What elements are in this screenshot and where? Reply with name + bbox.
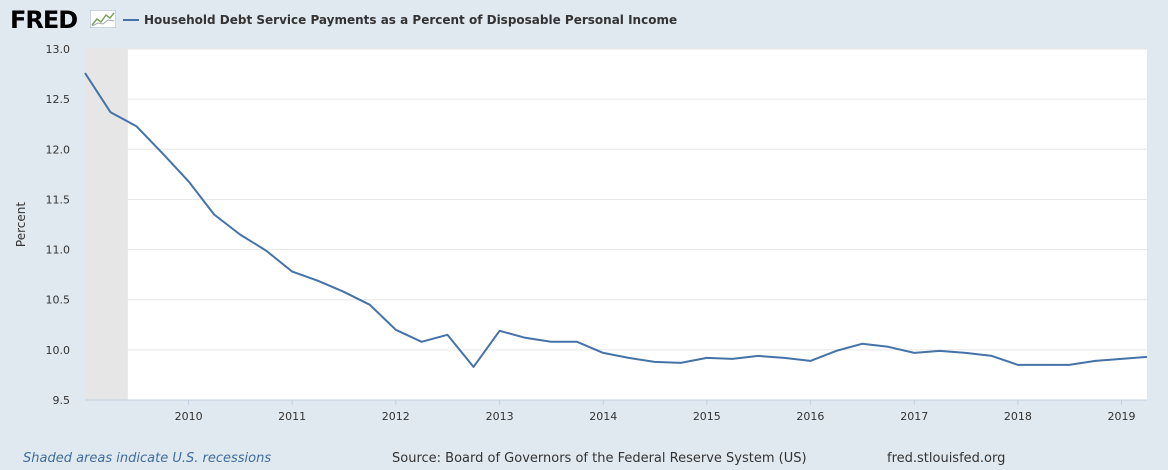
data-point — [265, 250, 267, 252]
data-point — [1094, 360, 1096, 362]
x-tick-label: 2016 — [796, 410, 824, 423]
legend-label: Household Debt Service Payments as a Per… — [144, 13, 678, 27]
data-point — [939, 350, 941, 352]
data-point — [680, 362, 682, 364]
data-point — [965, 352, 967, 354]
chart-legend[interactable]: Household Debt Service Payments as a Per… — [123, 12, 677, 28]
data-point — [1017, 364, 1019, 366]
data-point — [783, 357, 785, 359]
legend-line-swatch — [123, 19, 139, 21]
data-point — [1146, 356, 1148, 358]
data-point — [757, 355, 759, 357]
data-point — [291, 271, 293, 273]
data-point — [991, 355, 993, 357]
fred-graph-icon — [90, 10, 116, 28]
data-point — [809, 360, 811, 362]
recession-shading — [85, 49, 128, 400]
data-point — [369, 304, 371, 306]
y-tick-label: 11.5 — [46, 193, 71, 206]
data-point — [628, 357, 630, 359]
fred-logo[interactable]: FRED — [10, 6, 78, 34]
x-tick-label: 2018 — [1004, 410, 1032, 423]
data-point — [1042, 364, 1044, 366]
y-tick-label: 9.5 — [53, 394, 71, 407]
data-point — [84, 72, 86, 74]
data-point — [213, 213, 215, 215]
data-point — [1068, 364, 1070, 366]
line-chart[interactable]: 9.5 10.0 10.5 11.0 11.5 12.0 12.5 13.0 2010 2011 2… — [0, 0, 1168, 450]
data-point — [654, 361, 656, 363]
data-point — [731, 358, 733, 360]
data-point — [473, 366, 475, 368]
source-note: Source: Board of Governors of the Federa… — [392, 451, 807, 466]
x-tick-label: 2013 — [486, 410, 514, 423]
x-tick-label: 2014 — [589, 410, 617, 423]
y-tick-label: 12.0 — [46, 143, 71, 156]
y-tick-label: 11.0 — [46, 244, 71, 257]
x-tick-label: 2017 — [900, 410, 928, 423]
data-point — [1120, 358, 1122, 360]
data-point — [343, 291, 345, 293]
data-point — [550, 341, 552, 343]
data-point — [499, 330, 501, 332]
data-point — [524, 337, 526, 339]
series-line — [84, 72, 1148, 368]
x-tick-label: 2012 — [382, 410, 410, 423]
data-point — [239, 234, 241, 236]
chart-header: FRED Household Debt Service Payments as … — [0, 0, 1168, 44]
site-link[interactable]: fred.stlouisfed.org — [887, 451, 1006, 466]
data-point — [835, 350, 837, 352]
data-point — [395, 329, 397, 331]
data-point — [602, 352, 604, 354]
x-tick-label: 2010 — [175, 410, 203, 423]
data-point — [913, 352, 915, 354]
y-tick-label: 10.5 — [46, 294, 71, 307]
data-point — [110, 111, 112, 113]
x-tick-label: 2019 — [1107, 410, 1135, 423]
data-point — [706, 357, 708, 359]
y-tick-label: 10.0 — [46, 344, 71, 357]
recession-note[interactable]: Shaded areas indicate U.S. recessions — [23, 451, 272, 466]
data-point — [135, 125, 137, 127]
data-point — [576, 341, 578, 343]
x-tick-label: 2011 — [278, 410, 306, 423]
plot-area — [85, 49, 1147, 400]
data-point — [887, 346, 889, 348]
y-tick-label: 13.0 — [46, 43, 71, 56]
data-point — [421, 341, 423, 343]
x-tick-label: 2015 — [693, 410, 721, 423]
y-axis-label: Percent — [14, 202, 28, 247]
data-point — [317, 280, 319, 282]
y-tick-label: 12.5 — [46, 93, 71, 106]
data-point — [861, 343, 863, 345]
data-point — [161, 152, 163, 154]
data-point — [188, 180, 190, 182]
data-point — [446, 334, 448, 336]
